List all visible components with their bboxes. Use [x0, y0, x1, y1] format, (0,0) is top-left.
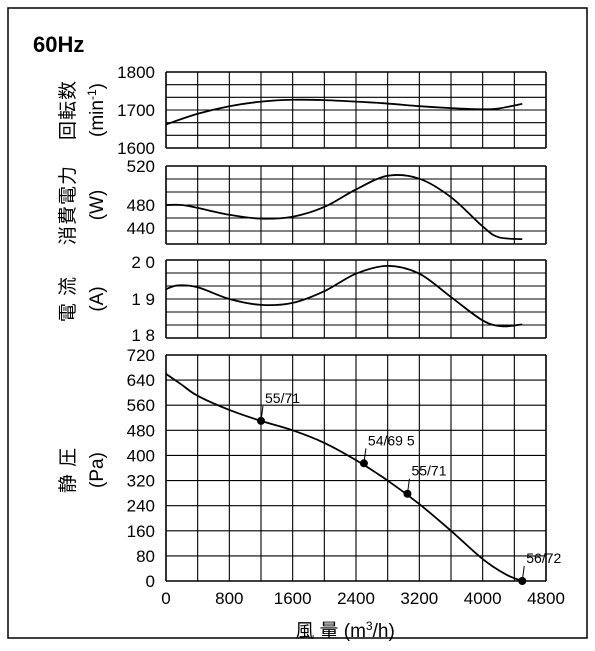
- x-tick-label: 800: [215, 589, 243, 608]
- label-leader: [260, 405, 264, 421]
- panel-speed: 1800 1700 1600 回転数 (min-1): [57, 63, 547, 158]
- y-tick-label: 2 0: [131, 253, 155, 272]
- y-tick-label: 80: [136, 547, 155, 566]
- x-tick-label: 4000: [464, 589, 502, 608]
- y-axis-unit: (min-1): [85, 83, 108, 137]
- y-tick-label: 480: [127, 421, 155, 440]
- y-tick-label: 400: [127, 446, 155, 465]
- x-tick-label: 0: [161, 589, 170, 608]
- x-tick-label: 4800: [527, 589, 565, 608]
- label-leader: [406, 478, 410, 494]
- y-axis-label: 消費電力: [57, 165, 79, 245]
- y-axis-label: 静 圧: [57, 447, 79, 493]
- y-tick-label: 240: [127, 497, 155, 516]
- point-label: 55/71: [411, 463, 446, 479]
- point-label: 54/69 5: [368, 432, 415, 448]
- panel-static_pressure: 720 640 560 480 400 320 240 160 80 0 静 圧 (Pa) 55/71 5…: [57, 346, 561, 591]
- figure-border: [7, 7, 588, 639]
- y-tick-label: 0: [146, 572, 155, 591]
- x-tick-label: 1600: [274, 589, 312, 608]
- y-tick-label: 1 9: [131, 290, 155, 309]
- y-tick-label: 160: [127, 522, 155, 541]
- series-line: [165, 264, 523, 328]
- series-line: [165, 98, 523, 126]
- x-tick-label: 3200: [400, 589, 438, 608]
- x-tick-label: 2400: [337, 589, 375, 608]
- y-axis-unit: (A): [87, 286, 108, 311]
- point-label: 56/72: [526, 550, 561, 566]
- y-axis-unit: (W): [87, 190, 108, 221]
- x-axis-label: 風 量 (m3/h): [295, 619, 395, 642]
- panel-power: 520 480 440 消費電力 (W): [57, 157, 547, 245]
- series-line: [165, 174, 523, 241]
- y-axis-label: 回転数: [57, 80, 79, 140]
- y-tick-label: 1700: [117, 101, 155, 120]
- y-tick-label: 1800: [117, 63, 155, 82]
- point-label: 55/71: [265, 390, 300, 406]
- y-tick-label: 440: [127, 219, 155, 238]
- y-tick-label: 560: [127, 396, 155, 415]
- y-tick-label: 1 8: [131, 326, 155, 345]
- y-tick-label: 640: [127, 371, 155, 390]
- y-tick-label: 720: [127, 346, 155, 365]
- label-leader: [521, 565, 525, 582]
- label-leader: [363, 448, 367, 464]
- y-tick-label: 520: [127, 157, 155, 176]
- y-tick-label: 480: [127, 196, 155, 215]
- frequency-label: 60Hz: [33, 32, 84, 57]
- y-tick-label: 1600: [117, 139, 155, 158]
- y-tick-label: 320: [127, 472, 155, 491]
- y-axis-label: 電 流: [57, 276, 79, 322]
- panel-current: 2 0 1 9 1 8 電 流 (A): [57, 253, 547, 345]
- y-axis-unit: (Pa): [87, 452, 108, 488]
- series-line: [165, 373, 523, 582]
